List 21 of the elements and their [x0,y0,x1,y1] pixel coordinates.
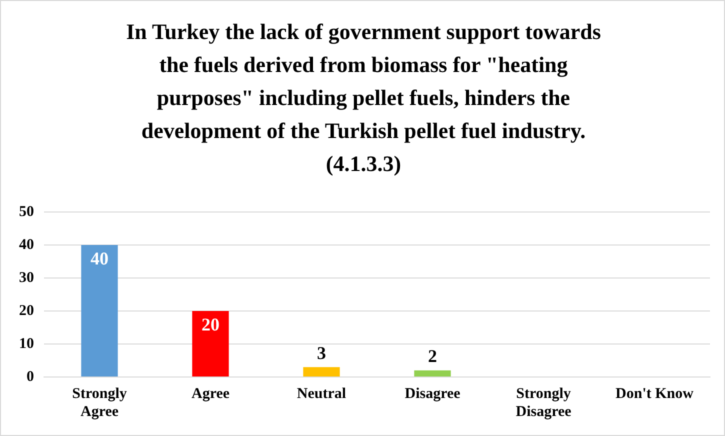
y-tick-label: 10 [19,336,34,352]
x-tick-label: Neutral [296,386,346,402]
bar [192,311,229,376]
bar [81,245,118,376]
y-tick-label: 50 [19,204,34,220]
data-label: 20 [202,314,220,335]
bar [303,367,340,376]
data-label: 40 [90,248,108,269]
data-label: 3 [317,342,326,363]
y-tick-label: 0 [26,368,34,385]
x-tick-label: Strongly Disagree [516,386,572,420]
y-tick-label: 30 [19,270,34,286]
x-tick-label: Strongly Agree [72,386,128,420]
x-tick-label: Disagree [404,386,461,402]
chart-title: In Turkey the lack of government support towards the fuels derived from biomass for "heating purposes" including pellet fuels, hinders the development of the Turkish pellet fuel industry. (4.1.3.3) [125,18,602,178]
y-tick-label: 20 [19,302,34,319]
data-label: 2 [428,346,437,366]
x-tick-label: Agree [191,386,230,402]
y-tick-label: 40 [19,236,34,253]
x-tick-label: Don't Know [616,386,694,402]
bar [414,370,451,376]
